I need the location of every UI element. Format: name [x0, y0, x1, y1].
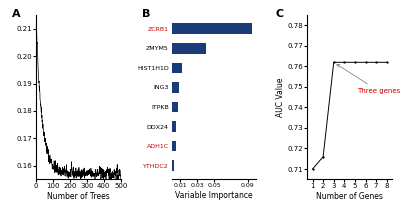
Bar [172, 23, 252, 34]
X-axis label: Number of Genes: Number of Genes [316, 192, 383, 201]
Text: Three genes: Three genes [337, 64, 400, 94]
Text: A: A [12, 9, 21, 19]
X-axis label: Number of Trees: Number of Trees [47, 192, 110, 201]
Bar [172, 82, 179, 93]
Bar [172, 141, 176, 151]
Bar [172, 121, 176, 132]
X-axis label: Variable Importance: Variable Importance [175, 191, 253, 200]
Y-axis label: AUC Value: AUC Value [276, 78, 284, 117]
Text: C: C [275, 9, 283, 19]
Bar [172, 43, 206, 54]
Text: B: B [142, 9, 150, 19]
Bar [172, 62, 182, 73]
Bar [172, 160, 174, 171]
Bar [172, 102, 178, 112]
